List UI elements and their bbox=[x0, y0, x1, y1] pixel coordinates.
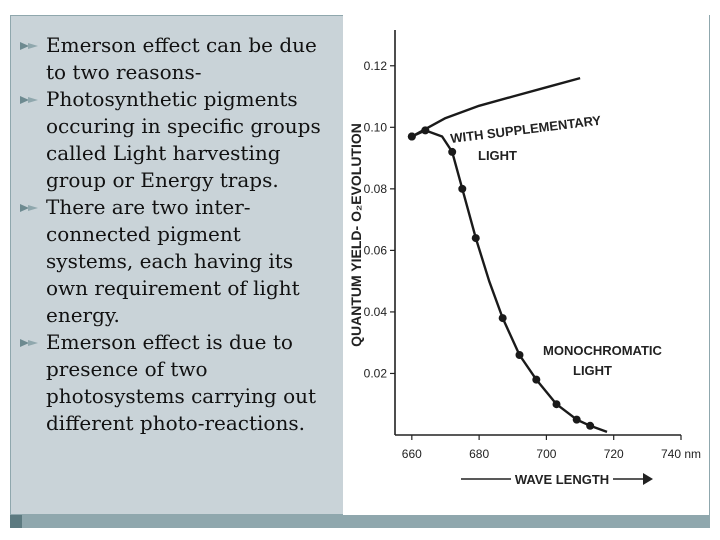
bullet-icon bbox=[20, 42, 38, 50]
slide-footer-tab bbox=[10, 515, 22, 528]
bullet-text-line: photosystems carrying out bbox=[46, 384, 317, 408]
chart-figure: 0.02 0.04 0.06 0.08 0.10 0.12 660 680 700 720 740 … bbox=[343, 15, 709, 515]
series-label-line: LIGHT bbox=[478, 148, 517, 163]
bullet-text-line: different photo-reactions. bbox=[46, 411, 305, 435]
bullet-text-line: Photosynthetic pigments bbox=[46, 87, 298, 111]
bullet-text-line: group or Energy traps. bbox=[46, 168, 279, 192]
data-point-1 bbox=[421, 126, 430, 135]
series-label-line: WITH SUPPLEMENTARY bbox=[450, 113, 603, 146]
bullet-item: Emerson effect can be due to two reasons- bbox=[18, 32, 348, 86]
bullet-item: Emerson effect is due to presence of two p… bbox=[18, 329, 348, 437]
data-point-1 bbox=[532, 375, 541, 384]
bullet-text-line: Emerson effect can be due bbox=[46, 33, 317, 57]
bullet-text-line: There are two inter- bbox=[46, 195, 251, 219]
bullet-text-line: connected pigment bbox=[46, 222, 241, 246]
bullet-text-line: called Light harvesting bbox=[46, 141, 281, 165]
bullet-text-line: energy. bbox=[46, 303, 120, 327]
y-axis-title: QUANTUM YIELD- O₂EVOLUTION bbox=[348, 123, 364, 347]
bullet-text-line: own requirement of light bbox=[46, 276, 300, 300]
x-axis-arrowhead bbox=[643, 473, 653, 485]
bullet-icon bbox=[20, 339, 38, 347]
bullet-list: Emerson effect can be due to two reasons-… bbox=[18, 32, 348, 437]
bullet-icon bbox=[20, 204, 38, 212]
y-tick-label: 0.12 bbox=[364, 59, 388, 73]
series-line-1 bbox=[411, 129, 608, 434]
data-point-1 bbox=[515, 351, 524, 359]
y-tick-label: 0.06 bbox=[364, 243, 388, 257]
y-tick-label: 0.10 bbox=[364, 120, 388, 134]
data-point-1 bbox=[572, 415, 581, 424]
bullet-text-line: systems, each having its bbox=[46, 249, 294, 273]
bullet-item: There are two inter-connected pigment sys… bbox=[18, 194, 348, 329]
bullet-text-line: Emerson effect is due to bbox=[46, 330, 293, 354]
data-point-1 bbox=[552, 400, 561, 409]
x-axis-title: WAVE LENGTH bbox=[515, 472, 609, 487]
x-tick-label: 680 bbox=[469, 447, 489, 461]
data-point-1 bbox=[586, 421, 595, 430]
slide-footer-bar bbox=[10, 515, 710, 528]
quantum-yield-chart: 0.02 0.04 0.06 0.08 0.10 0.12 660 680 700 720 740 … bbox=[348, 30, 701, 487]
bullet-text-line: to two reasons- bbox=[46, 60, 202, 84]
series-label-line: LIGHT bbox=[573, 363, 612, 378]
y-tick-label: 0.02 bbox=[364, 366, 388, 380]
bullet-text-line: occuring in specific groups bbox=[46, 114, 321, 138]
x-tick-label: 740 nm bbox=[661, 447, 701, 461]
bullet-item: Photosynthetic pigments occuring in speci… bbox=[18, 86, 348, 194]
data-point-1 bbox=[471, 234, 480, 243]
series-line-0 bbox=[411, 76, 581, 138]
bullet-text-line: presence of two bbox=[46, 357, 208, 381]
x-tick-label: 720 bbox=[604, 447, 624, 461]
y-tick-label: 0.08 bbox=[364, 182, 388, 196]
data-point-1 bbox=[498, 314, 507, 323]
data-point-1 bbox=[407, 132, 416, 141]
y-tick-label: 0.04 bbox=[364, 305, 388, 319]
bullet-icon bbox=[20, 96, 38, 104]
data-point-1 bbox=[458, 184, 467, 193]
x-tick-label: 700 bbox=[536, 447, 556, 461]
data-point-1 bbox=[448, 147, 457, 156]
x-tick-label: 660 bbox=[402, 447, 422, 461]
series-label-line: MONOCHROMATIC bbox=[543, 343, 663, 358]
